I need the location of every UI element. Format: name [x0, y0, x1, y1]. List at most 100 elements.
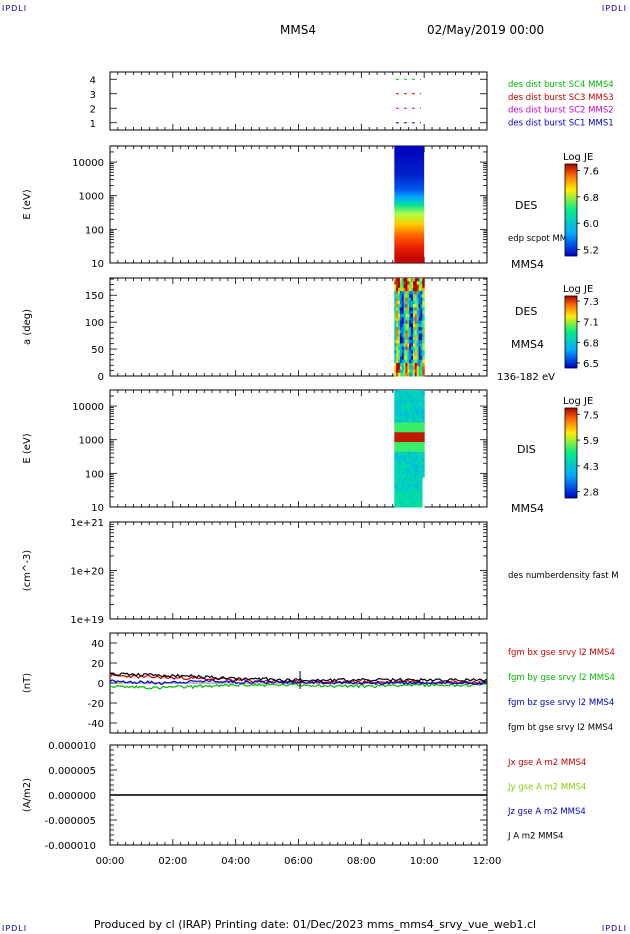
y-tick-label: 1e+20 [70, 567, 104, 578]
pitch-angle-cell [407, 366, 410, 370]
pitch-angle-cell [409, 307, 412, 312]
pitch-angle-cell [403, 356, 407, 361]
dis-energy-cell [417, 468, 420, 472]
pitch-angle-cell [394, 320, 397, 325]
dis-energy-cell [404, 468, 407, 472]
pitch-angle-cell [398, 362, 401, 367]
pitch-angle-cell [401, 281, 405, 286]
dis-energy-cell [394, 494, 397, 498]
dis-energy-cell [405, 503, 409, 508]
pitch-angle-cell [412, 297, 416, 302]
dis-energy-cell [404, 474, 407, 479]
dis-energy-cell [394, 500, 397, 505]
dis-energy-cell [404, 432, 407, 436]
dis-energy-cell [420, 390, 424, 394]
dis-energy-cell [422, 416, 425, 420]
dis-energy-cell [415, 406, 419, 410]
dis-energy-cell [419, 438, 422, 443]
dis-energy-cell [402, 422, 405, 427]
pitch-angle-cell [407, 369, 410, 374]
dis-energy-cell [410, 471, 414, 475]
dis-energy-cell [409, 403, 412, 407]
dis-energy-cell [414, 442, 417, 446]
pitch-angle-cell [412, 323, 416, 328]
pitch-angle-cell [403, 333, 407, 338]
pitch-angle-cell [407, 330, 410, 335]
pitch-angle-cell [409, 291, 412, 295]
pitch-angle-cell [422, 323, 425, 328]
des-energy-colorbar [564, 163, 578, 257]
pitch-angle-cell [422, 317, 425, 321]
pitch-angle-cell [420, 356, 423, 361]
pitch-angle-cell [394, 353, 397, 357]
dis-energy-cell [400, 399, 404, 404]
colorbar-tick-label: 7.6 [583, 166, 599, 177]
pitch-angle-cell [407, 349, 410, 354]
legend-entry: Jy gse A m2 MMS4 [507, 783, 586, 793]
dis-energy-cell [414, 487, 417, 492]
pitch-angle-cell [396, 297, 399, 302]
dis-energy-cell [414, 458, 417, 462]
dis-energy-cell [422, 419, 425, 423]
dis-energy-cell [404, 438, 407, 443]
dis-energy-cell [402, 490, 405, 495]
dis-energy-cell [415, 399, 419, 404]
dis-energy-cell [419, 406, 422, 410]
pitch-angle-cell [412, 294, 416, 299]
dis-energy-cell [410, 477, 414, 482]
dis-energy-cell [399, 500, 402, 505]
dis-energy-cell [419, 399, 422, 404]
pitch-angle-cell [418, 317, 421, 321]
dis-energy-cell [397, 477, 400, 482]
dis-energy-cell [399, 396, 402, 401]
dis-energy-cell [415, 438, 419, 443]
pitch-angle-cell [403, 310, 407, 315]
pitch-angle-cell [414, 307, 418, 312]
dis-energy-cell [397, 399, 400, 404]
pitch-angle-cell [396, 307, 399, 312]
pitch-angle-cell [420, 327, 423, 331]
dis-energy-cell [404, 412, 407, 417]
pitch-angle-cell [394, 369, 397, 374]
pitch-angle-cell [394, 310, 397, 315]
pitch-angle-cell [414, 353, 418, 357]
pitch-angle-cell [414, 291, 418, 295]
dis-energy-cell [420, 429, 424, 433]
dis-energy-cell [402, 455, 405, 459]
dis-energy-cell [397, 461, 400, 466]
dis-energy-cell [422, 412, 425, 417]
dis-energy-cell [410, 455, 414, 459]
pitch-angle-cell [398, 359, 401, 364]
pitch-angle-cell [420, 369, 423, 374]
dis-energy-cell [405, 445, 409, 449]
dis-energy-cell [419, 429, 422, 433]
dis-energy-cell [394, 464, 397, 469]
dis-energy-cell [407, 490, 410, 495]
y-tick-label: -0.000005 [45, 816, 96, 827]
pitch-angle-cell [416, 362, 420, 367]
dis-energy-cell [410, 429, 414, 433]
dis-energy-cell [420, 438, 424, 443]
pitch-angle-cell [398, 349, 401, 354]
pitch-angle-cell [405, 359, 408, 364]
y-tick-label: 0.000000 [48, 791, 96, 802]
dis-energy-cell [410, 416, 414, 420]
dis-energy-cell [422, 458, 425, 462]
pitch-angle-cell [401, 362, 405, 367]
dis-energy-cell [420, 432, 424, 436]
pitch-angle-cell [401, 278, 405, 282]
pitch-angle-cell [398, 310, 401, 315]
dis-energy-cell [422, 461, 425, 466]
dis-energy-cell [410, 406, 414, 410]
dis-energy-cell [400, 497, 404, 501]
dis-energy-cell [414, 412, 417, 417]
dis-energy-cell [407, 409, 410, 414]
dis-energy-cell [417, 442, 420, 446]
pitch-angle-cell [420, 359, 423, 364]
pitch-angle-cell [414, 294, 418, 299]
pitch-angle-cell [416, 300, 420, 305]
pitch-angle-cell [422, 336, 425, 341]
pitch-angle-cell [394, 366, 397, 370]
dis-energy-cell [394, 497, 397, 501]
pitch-angle-cell [412, 369, 416, 374]
